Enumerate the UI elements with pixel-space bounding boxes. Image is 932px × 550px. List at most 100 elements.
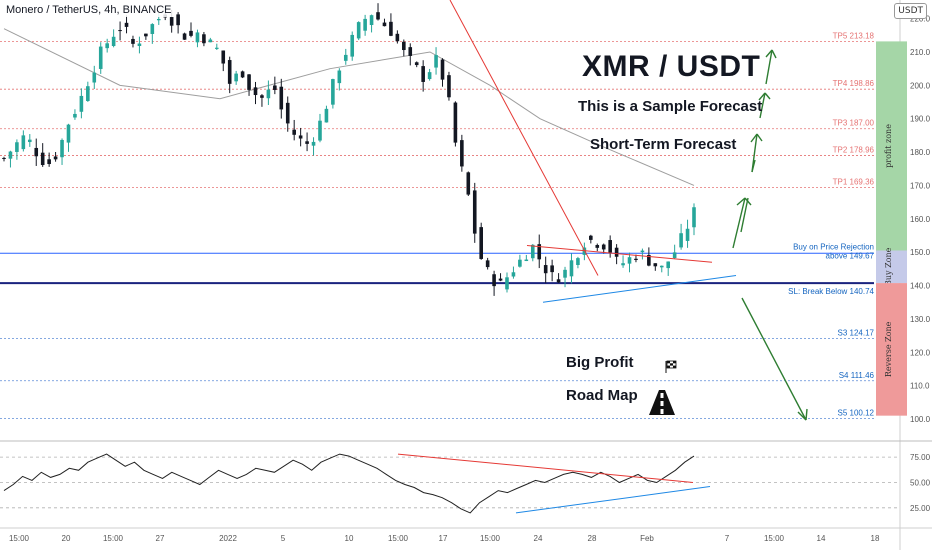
candle-body xyxy=(292,129,296,135)
moving-average-line xyxy=(3,28,695,186)
level-label-7: S3 124.17 xyxy=(838,328,875,337)
candle-body xyxy=(395,33,400,42)
time-tick-4: 2022 xyxy=(219,534,237,543)
reverse-zone-band xyxy=(876,283,907,416)
candle-body xyxy=(537,244,542,260)
candle-body xyxy=(227,60,232,84)
candle-body xyxy=(485,260,490,268)
checkered-flag-icon xyxy=(665,360,677,373)
candle-body xyxy=(73,113,77,118)
candle-body xyxy=(195,32,200,43)
currency-label[interactable]: USDT xyxy=(894,3,927,19)
candle-body xyxy=(434,55,438,68)
reverse-zone-label: Reverse Zone xyxy=(884,321,893,377)
price-tick-0: 100.0 xyxy=(910,415,931,424)
candle-body xyxy=(343,54,348,61)
candle-body xyxy=(408,47,413,56)
candle-body xyxy=(608,240,612,253)
time-tick-6: 10 xyxy=(345,534,354,543)
forecast-arrow-segment xyxy=(751,159,756,173)
support-trend-line xyxy=(542,275,737,303)
short-term-annotation: Short-Term Forecast xyxy=(590,136,737,153)
price-tick-11: 210.0 xyxy=(910,48,931,57)
candle-body xyxy=(208,39,213,43)
candle-body xyxy=(176,14,180,26)
resistance-trend-line xyxy=(526,245,713,263)
candle-body xyxy=(86,86,90,101)
forecast-arrow-segment xyxy=(765,49,773,58)
candle-body xyxy=(105,43,109,49)
forecast-arrow-segment xyxy=(750,133,758,143)
forecast-arrow-segment xyxy=(758,92,766,101)
price-tick-5: 150.0 xyxy=(910,248,931,257)
candle-body xyxy=(305,141,309,144)
candle-body xyxy=(2,157,6,159)
candle-body xyxy=(653,263,658,267)
downside-arrow-head xyxy=(805,408,808,421)
candle-body xyxy=(402,41,406,51)
time-tick-5: 5 xyxy=(281,534,286,543)
candle-body xyxy=(466,172,471,195)
level-label-2: TP3 187.00 xyxy=(833,119,875,128)
candle-body xyxy=(427,72,432,80)
candle-body xyxy=(111,36,116,47)
symbol-title: Monero / TetherUS, 4h, BINANCE xyxy=(4,3,174,17)
candle-body xyxy=(589,235,593,240)
big-profit-annotation: Big Profit xyxy=(566,354,634,371)
candle-body xyxy=(659,265,664,268)
candle-body xyxy=(66,124,71,143)
candle-body xyxy=(137,43,142,46)
downtrend-line xyxy=(449,0,599,276)
candle-body xyxy=(518,259,522,267)
level-label-5: Buy on Price Rejection xyxy=(793,242,874,251)
rsi-resistance-line xyxy=(397,453,694,483)
candle-body xyxy=(350,34,355,57)
forecast-arrow-segment xyxy=(736,197,746,206)
candle-body xyxy=(414,62,419,66)
candle-body xyxy=(492,274,496,287)
candle-body xyxy=(356,22,361,39)
level-label-6: SL: Break Below 140.74 xyxy=(788,287,874,296)
time-tick-15: 14 xyxy=(817,534,826,543)
candle-body xyxy=(8,151,13,159)
candle-body xyxy=(311,141,316,146)
candle-body xyxy=(47,159,51,165)
candle-body xyxy=(60,139,64,158)
candle-body xyxy=(498,278,503,281)
price-tick-2: 120.0 xyxy=(910,348,931,357)
forecast-arrow-segment xyxy=(765,49,773,85)
candle-body xyxy=(614,247,619,257)
candle-body xyxy=(324,108,329,123)
candle-body xyxy=(337,70,342,84)
candle-body xyxy=(318,120,322,141)
time-tick-3: 27 xyxy=(156,534,165,543)
candle-body xyxy=(118,30,122,32)
downside-arrow-head xyxy=(797,411,807,421)
candle-body xyxy=(15,142,19,152)
candle-body xyxy=(647,254,651,266)
price-tick-6: 160.0 xyxy=(910,215,931,224)
candle-body xyxy=(672,252,677,259)
candle-body xyxy=(685,228,690,241)
candle-body xyxy=(472,190,477,234)
time-tick-1: 20 xyxy=(62,534,71,543)
time-tick-11: 28 xyxy=(588,534,597,543)
candle-body xyxy=(79,95,84,112)
time-tick-8: 17 xyxy=(439,534,448,543)
candle-body xyxy=(666,261,671,269)
price-tick-7: 170.0 xyxy=(910,181,931,190)
candle-body xyxy=(260,95,264,98)
candle-body xyxy=(247,74,251,90)
downside-arrow xyxy=(741,297,807,421)
candle-body xyxy=(530,244,535,259)
level-label-1: TP4 198.86 xyxy=(833,79,875,88)
price-tick-9: 190.0 xyxy=(910,115,931,124)
candle-body xyxy=(543,265,548,274)
candle-body xyxy=(421,66,425,82)
candle-body xyxy=(569,260,574,277)
candle-body xyxy=(634,258,638,260)
candle-body xyxy=(382,22,387,27)
rsi-tick-2: 75.00 xyxy=(910,453,931,462)
candle-body xyxy=(156,19,161,21)
